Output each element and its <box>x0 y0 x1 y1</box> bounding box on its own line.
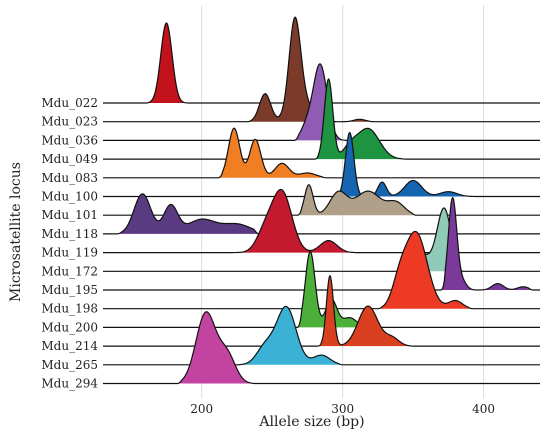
ridge-area <box>335 132 477 197</box>
x-tick-labels: 200 300 400 <box>190 402 495 416</box>
x-axis-title: Allele size (bp) <box>258 414 364 430</box>
y-tick-label: Mdu_119 <box>41 246 98 260</box>
ridge-outline <box>103 196 540 291</box>
ridge-mdu-294 <box>103 311 540 385</box>
ridge-area <box>218 128 326 178</box>
ridge-mdu-265 <box>103 305 540 366</box>
ridge-area <box>177 311 256 384</box>
y-axis-title: Microsatellite locus <box>8 162 24 302</box>
y-tick-label: Mdu_195 <box>41 283 98 297</box>
x-tick-label: 200 <box>190 402 213 416</box>
ridge-area <box>145 23 191 103</box>
ridge-mdu-022 <box>103 22 540 104</box>
ridge-outline <box>103 275 540 347</box>
y-tick-label: Mdu_023 <box>41 115 98 129</box>
ridge-area <box>297 251 371 328</box>
y-tick-label: Mdu_083 <box>41 171 98 185</box>
ridge-outline <box>103 230 540 310</box>
ridge-outline <box>103 311 540 385</box>
y-tick-label: Mdu_294 <box>41 377 98 391</box>
ridge-mdu-119 <box>103 188 540 254</box>
ridge-outline <box>103 184 540 216</box>
y-tick-label: Mdu_172 <box>41 264 98 278</box>
ridge-outline <box>103 63 540 141</box>
ridge-outline <box>103 22 540 104</box>
y-tick-label: Mdu_198 <box>41 302 98 316</box>
x-tick-label: 300 <box>331 402 354 416</box>
ridge-outline <box>103 188 540 254</box>
y-tick-label: Mdu_214 <box>41 339 98 353</box>
ridge-mdu-049 <box>103 78 540 160</box>
x-tick-label: 400 <box>472 402 495 416</box>
y-tick-labels: Mdu_022 Mdu_023 Mdu_036 Mdu_049 Mdu_083 Mdu_1… <box>41 96 98 391</box>
ridge-outline <box>103 78 540 160</box>
y-tick-label: Mdu_049 <box>41 152 98 166</box>
ridge-area <box>222 189 357 253</box>
ridge-mdu-101 <box>103 184 540 216</box>
ridge-mdu-118 <box>103 193 540 235</box>
ridge-mdu-214 <box>103 275 540 347</box>
ridge-mdu-195 <box>103 196 540 291</box>
ridge-mdu-100 <box>103 131 540 198</box>
y-tick-label: Mdu_036 <box>41 133 98 147</box>
y-tick-label: Mdu_118 <box>41 227 98 241</box>
ridge-mdu-036 <box>103 63 540 141</box>
ridge-area <box>441 197 533 290</box>
y-tick-label: Mdu_100 <box>41 190 98 204</box>
ridge-area <box>236 306 343 365</box>
ridge-area <box>294 63 352 141</box>
ridge-area <box>377 231 473 309</box>
ridge-area <box>317 275 414 347</box>
y-tick-label: Mdu_022 <box>41 96 98 110</box>
ridge-outline <box>103 305 540 366</box>
ridge-area <box>297 184 416 216</box>
y-tick-label: Mdu_200 <box>41 320 98 334</box>
ridge-area <box>246 17 374 122</box>
y-tick-label: Mdu_101 <box>41 208 98 222</box>
ridge-mdu-198 <box>103 230 540 310</box>
ridge-mdu-083 <box>103 127 540 179</box>
ridge-area <box>396 207 463 272</box>
ridge-outline <box>103 131 540 198</box>
ridge-area <box>314 78 407 160</box>
y-tick-label: Mdu_265 <box>41 358 98 372</box>
ridge-outline <box>103 127 540 179</box>
ridges <box>103 16 540 385</box>
ridge-outline <box>103 193 540 235</box>
